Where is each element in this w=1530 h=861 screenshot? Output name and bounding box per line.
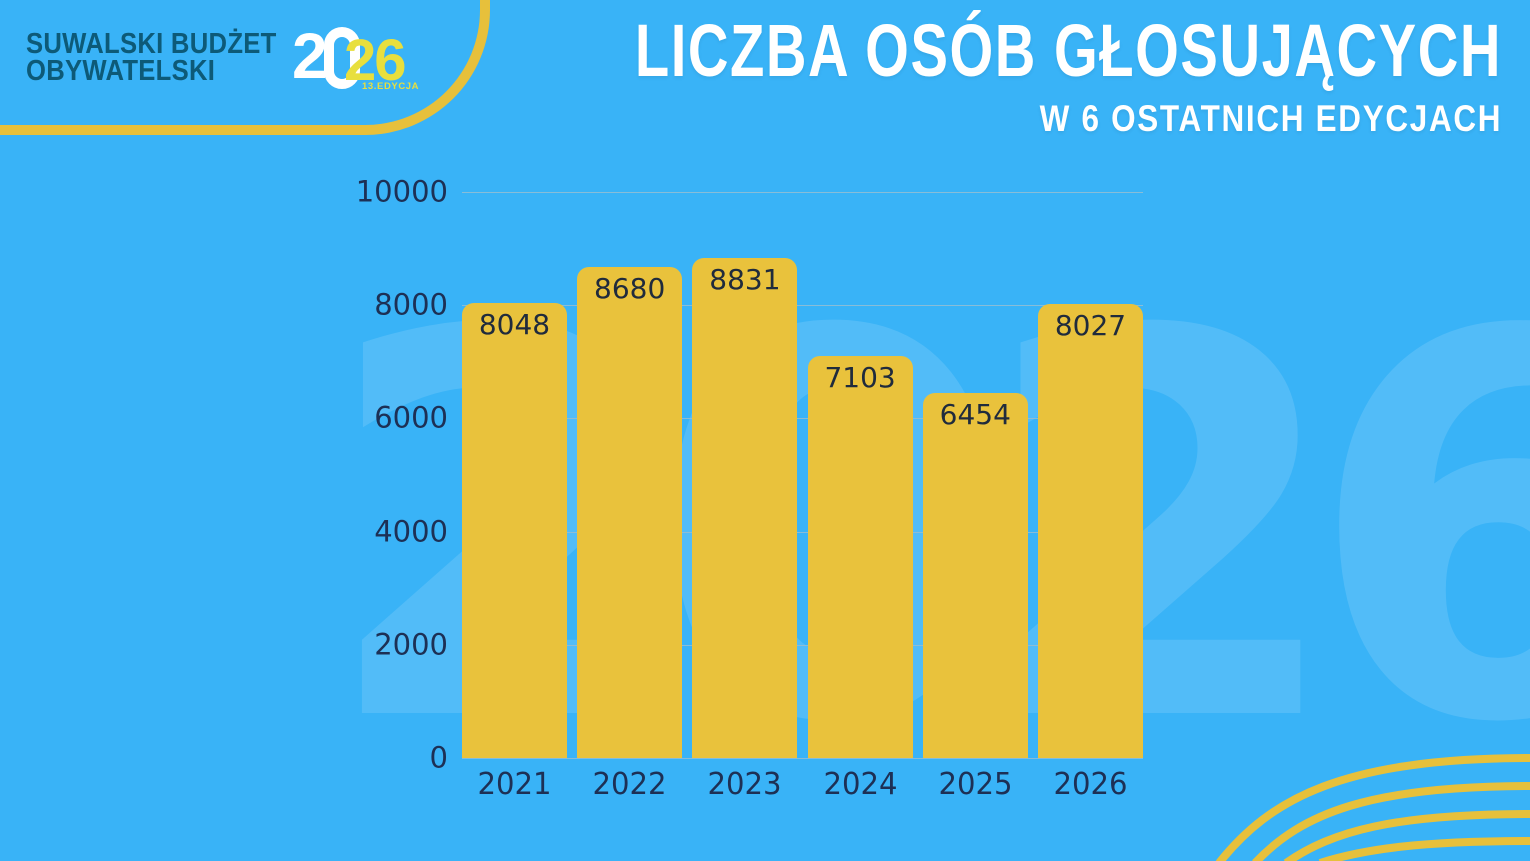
gridline-8000	[462, 305, 1143, 307]
gridline-4000	[462, 531, 1143, 533]
bar-value-label: 7103	[824, 361, 896, 394]
logo-suwalski-budzet-obywatelski: SUWALSKI BUDŻET OBYWATELSKI 2 26 13.EDYC…	[0, 0, 470, 120]
x-axis-label-2023: 2023	[707, 767, 782, 802]
y-axis-label-8000: 8000	[374, 287, 448, 322]
logo-line1: SUWALSKI BUDŻET	[26, 28, 277, 60]
logo-line2: OBYWATELSKI	[26, 55, 216, 87]
y-axis-label-2000: 2000	[374, 627, 448, 662]
bar-value-label: 8831	[709, 263, 781, 297]
logo-wordmark: SUWALSKI BUDŻET OBYWATELSKI	[26, 28, 277, 87]
bar-2025: 6454	[922, 392, 1028, 758]
gridline-2000	[462, 644, 1143, 646]
bar-2023: 8831	[692, 258, 798, 758]
x-axis-label-2025: 2025	[938, 767, 1013, 802]
logo-digits-26: 26	[344, 28, 406, 93]
corner-decoration-arcs-icon	[1215, 754, 1530, 861]
bar-value-label: 8048	[478, 307, 551, 341]
logo-year-2026: 2 26 13.EDYCJA	[292, 22, 432, 114]
y-axis-label-0: 0	[429, 740, 448, 775]
logo-digit-2: 2	[292, 20, 328, 92]
page-subtitle: W 6 OSTATNICH EDYCJACH	[1039, 98, 1502, 139]
page-title: LICZBA OSÓB GŁOSUJĄCYCH	[634, 9, 1502, 92]
bar-value-label: 8027	[1054, 308, 1127, 342]
gridline-0	[462, 758, 1143, 759]
logo-capsule-zero-icon	[324, 27, 360, 89]
logo-edition-label: 13.EDYCJA	[362, 81, 420, 92]
bar-2021: 8048	[462, 302, 567, 758]
gridline-10000	[462, 192, 1143, 193]
x-axis-label-2022: 2022	[592, 767, 667, 802]
y-axis-label-10000: 10000	[355, 174, 448, 209]
bar-value-label: 6454	[939, 397, 1011, 431]
bar-2024: 7103	[807, 356, 913, 758]
x-axis-label-2026: 2026	[1053, 767, 1128, 802]
bar-2022: 8680	[577, 266, 683, 758]
bar-2026: 8027	[1038, 303, 1143, 758]
x-axis-label-2021: 2021	[477, 767, 552, 802]
y-axis-label-4000: 4000	[374, 514, 448, 549]
gridline-6000	[462, 418, 1143, 420]
x-axis-label-2024: 2024	[823, 767, 898, 802]
y-axis-label-6000: 6000	[374, 400, 448, 435]
bar-value-label: 8680	[594, 271, 666, 305]
